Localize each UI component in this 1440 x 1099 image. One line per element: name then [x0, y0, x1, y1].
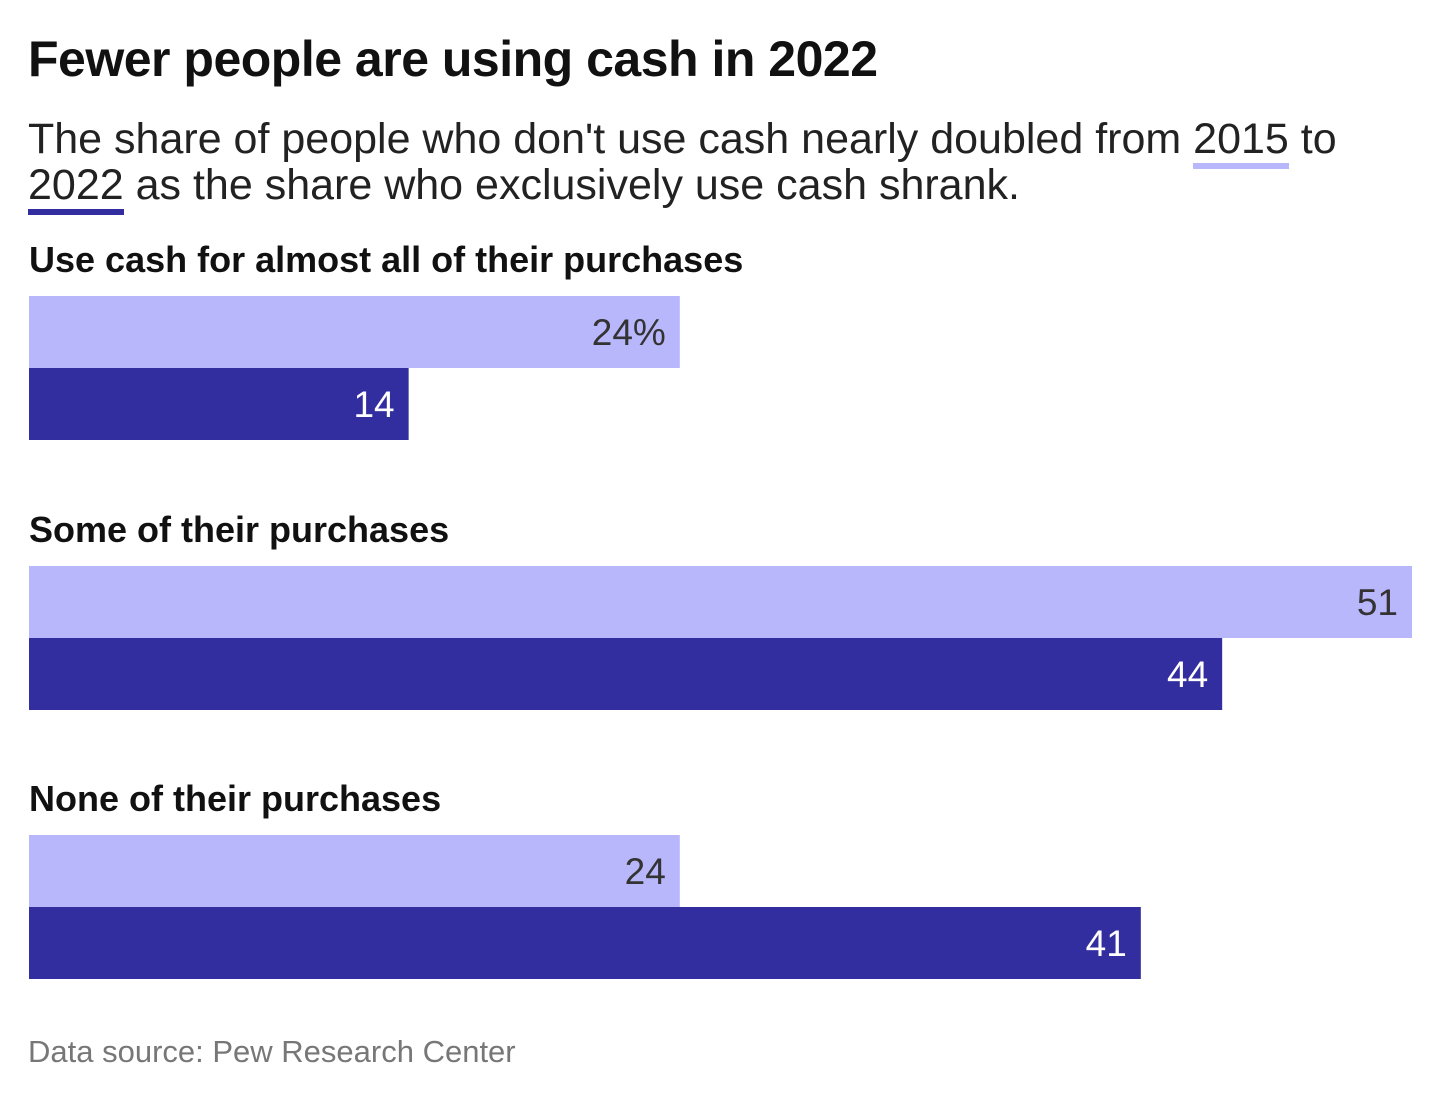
bar-2015 [29, 566, 1412, 638]
data-label: 41 [1086, 923, 1127, 964]
bar-2015 [29, 296, 680, 368]
subtitle-text: to [1288, 115, 1337, 163]
data-label: 24% [592, 312, 666, 353]
category-label: None of their purchases [29, 778, 441, 819]
data-label: 14 [353, 384, 394, 425]
chart-subtitle: The share of people who don't use cash n… [28, 115, 1418, 215]
subtitle-text: as the share who exclusively use cash sh… [123, 161, 1020, 209]
legend-2015: 2015 [1193, 115, 1289, 169]
subtitle-text: The share of people who don't use cash n… [28, 115, 1194, 163]
bar-2022 [29, 907, 1141, 979]
data-label: 51 [1357, 582, 1398, 623]
data-source: Data source: Pew Research Center [28, 1034, 516, 1069]
bar-2022 [29, 638, 1223, 710]
data-label: 44 [1167, 654, 1208, 695]
data-label: 24 [625, 851, 666, 892]
bar-2015 [29, 835, 680, 907]
chart-title: Fewer people are using cash in 2022 [28, 31, 878, 87]
bar-2022 [29, 368, 409, 440]
category-label: Some of their purchases [29, 509, 449, 550]
legend-2022: 2022 [28, 161, 124, 215]
category-label: Use cash for almost all of their purchas… [29, 239, 743, 280]
